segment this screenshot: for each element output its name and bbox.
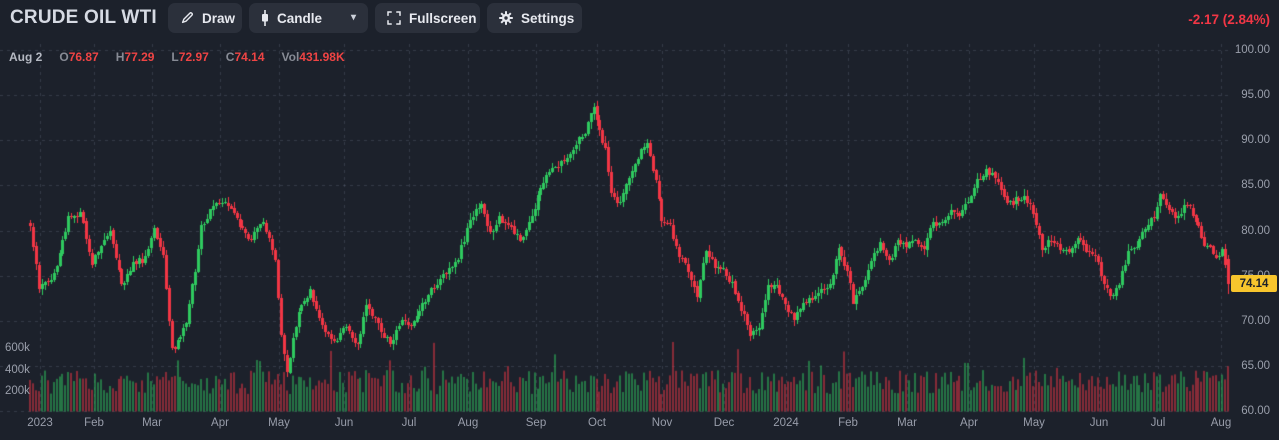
x-axis-tick: 2023 [27, 417, 53, 429]
low-label: L [171, 50, 179, 64]
open-label: O [59, 50, 69, 64]
open-value: 76.87 [68, 50, 99, 64]
draw-button[interactable]: Draw [168, 3, 242, 33]
chart-type-label: Candle [277, 10, 323, 26]
x-axis-tick: Jun [334, 417, 354, 429]
close-label: C [225, 50, 235, 64]
price-change: -2.17 (2.84%) [1188, 12, 1270, 27]
x-axis-tick: Feb [84, 417, 104, 429]
settings-button[interactable]: Settings [487, 3, 582, 33]
y-axis-tick: 60.00 [1241, 405, 1270, 418]
y-axis-tick: 70.00 [1241, 314, 1270, 327]
volume-axis-tick: 200k [5, 385, 30, 397]
candle-icon [261, 10, 269, 26]
toolbar: CRUDE OIL WTI Draw Candle ▾ [0, 0, 1279, 40]
x-axis-tick: Aug [457, 417, 479, 429]
volume-label: Vol [281, 50, 300, 64]
low-value: 72.97 [178, 50, 209, 64]
x-axis-tick: Sep [525, 417, 547, 429]
y-axis-tick: 65.00 [1241, 360, 1270, 373]
x-axis-tick: Oct [588, 417, 606, 429]
x-axis-tick: May [1023, 417, 1045, 429]
legend-date: Aug 2 [9, 50, 43, 64]
symbol-title: CRUDE OIL WTI [10, 7, 157, 28]
y-axis-tick: 85.00 [1241, 179, 1270, 192]
x-axis-tick: Apr [211, 417, 229, 429]
chevron-down-icon: ▾ [350, 12, 356, 23]
volume-value: 431.98K [299, 50, 345, 64]
x-axis-tick: Dec [713, 417, 735, 429]
ohlc-legend: Aug 2 O 76.87 H 77.29 L 72.97 C 74.14 Vol 431… [9, 50, 362, 64]
x-axis-tick: Aug [1210, 417, 1232, 429]
close-value: 74.14 [234, 50, 265, 64]
x-axis-tick: Mar [897, 417, 917, 429]
high-value: 77.29 [124, 50, 155, 64]
x-axis-tick: May [268, 417, 290, 429]
high-label: H [115, 50, 125, 64]
x-axis-tick: Jul [1150, 417, 1166, 429]
draw-button-label: Draw [202, 10, 236, 26]
x-axis-tick: Feb [838, 417, 858, 429]
volume-axis-tick: 600k [5, 342, 30, 354]
chart-type-dropdown[interactable]: Candle ▾ [249, 3, 368, 33]
y-axis-tick: 90.00 [1241, 134, 1270, 147]
settings-button-label: Settings [521, 10, 575, 26]
x-axis-tick: Nov [651, 417, 673, 429]
volume-axis-tick: 400k [5, 364, 30, 376]
pencil-icon [180, 11, 194, 25]
y-axis-tick: 80.00 [1241, 224, 1270, 237]
y-axis-tick: 100.00 [1234, 44, 1270, 56]
fullscreen-icon [387, 11, 401, 25]
x-axis-tick: Jul [401, 417, 417, 429]
y-axis-tick: 95.00 [1241, 89, 1270, 102]
gear-icon [499, 11, 513, 25]
last-price-badge: 74.14 [1231, 275, 1277, 293]
fullscreen-button-label: Fullscreen [409, 10, 477, 26]
x-axis-tick: Mar [142, 417, 162, 429]
x-axis-tick: 2024 [773, 417, 799, 429]
fullscreen-button[interactable]: Fullscreen [375, 3, 480, 33]
x-axis-tick: Apr [960, 417, 978, 429]
x-axis-tick: Jun [1089, 417, 1109, 429]
